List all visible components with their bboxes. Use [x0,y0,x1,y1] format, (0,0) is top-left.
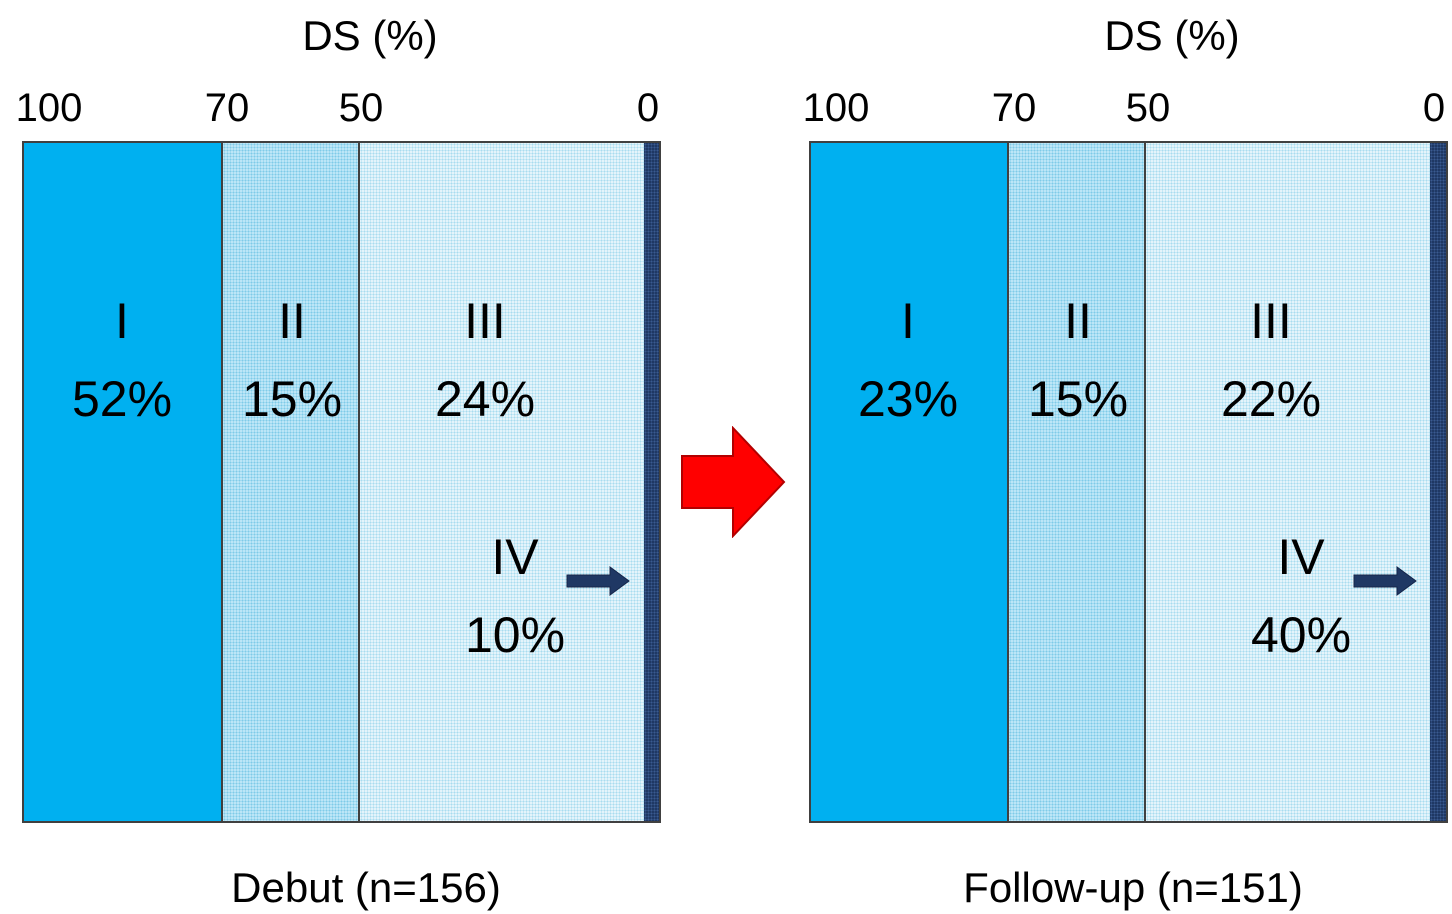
stage-roman: IV [1277,529,1325,585]
segment-stage-III [1146,143,1430,821]
stage-III-label: III 24% [435,282,535,438]
stage-I-label: I 23% [858,282,958,438]
stage-bar [22,141,661,823]
segment-stage-IV [644,143,659,821]
stage-roman: III [464,293,506,349]
caption-debut: Debut (n=156) [231,864,501,911]
tick-100: 100 [802,86,870,130]
small-right-arrow-icon [1353,566,1417,596]
stage-percent: 23% [857,371,959,427]
small-right-arrow-icon [566,566,630,596]
stage-IV-label: IV 10% [465,518,565,674]
panel-debut: DS (%) 100 70 50 0 I 52% II 15% III 24% … [0,0,661,914]
stage-roman: III [1250,293,1292,349]
stage-percent: 24% [434,371,536,427]
tick-50: 50 [338,86,384,130]
stage-percent: 10% [464,607,566,663]
tick-0: 0 [636,86,660,130]
tick-0: 0 [1422,86,1446,130]
tick-70: 70 [991,86,1037,130]
stage-percent: 15% [241,371,343,427]
stage-III-label: III 22% [1221,282,1321,438]
stage-roman: I [115,293,129,349]
axis-title: DS (%) [1104,12,1240,59]
stage-percent: 22% [1220,371,1322,427]
segment-stage-II [223,143,360,821]
stage-roman: I [901,293,915,349]
stage-percent: 15% [1027,371,1129,427]
tick-100: 100 [15,86,83,130]
right-arrow-icon [681,426,786,538]
panel-follow-up: DS (%) 100 70 50 0 I 23% II 15% III 22% … [786,0,1448,914]
caption-follow-up: Follow-up (n=151) [963,864,1303,911]
stage-II-label: II 15% [1028,282,1128,438]
stage-percent: 40% [1250,607,1352,663]
segment-stage-I [811,143,1009,821]
stage-roman: II [278,293,306,349]
stage-bar [809,141,1448,823]
tick-70: 70 [204,86,250,130]
segment-stage-IV [1430,143,1446,821]
stage-percent: 52% [71,371,173,427]
segment-stage-I [24,143,223,821]
tick-50: 50 [1125,86,1171,130]
stage-roman: II [1064,293,1092,349]
stage-roman: IV [491,529,539,585]
segment-stage-III [360,143,644,821]
stage-I-label: I 52% [72,282,172,438]
axis-title: DS (%) [302,12,438,59]
stage-II-label: II 15% [242,282,342,438]
stage-IV-label: IV 40% [1251,518,1351,674]
segment-stage-II [1009,143,1146,821]
